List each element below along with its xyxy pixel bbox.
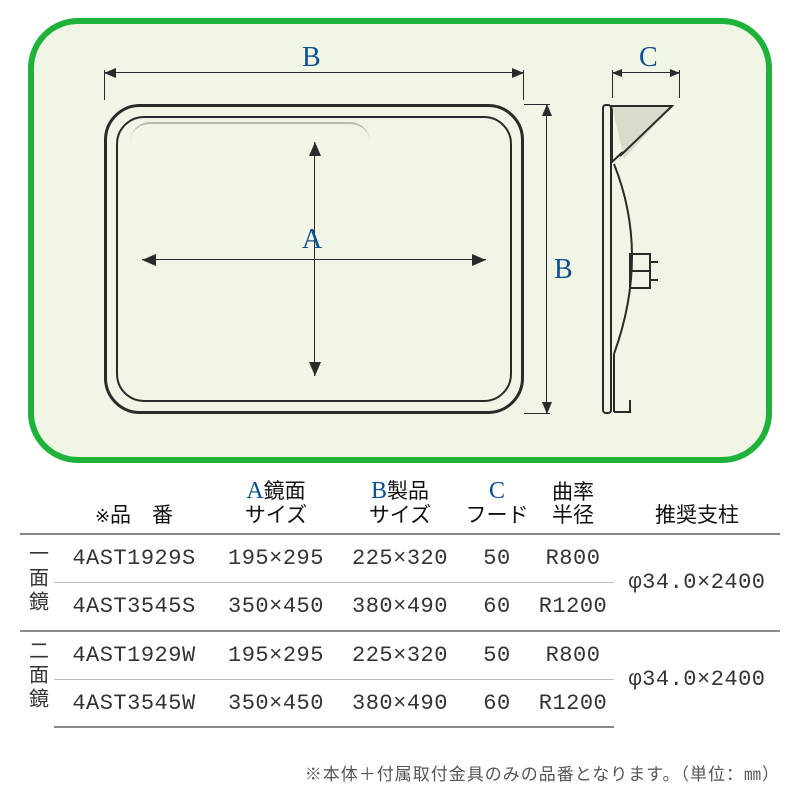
cell-b: 380×490	[338, 679, 462, 727]
header-r: 曲率 半径	[532, 481, 614, 527]
group-label: 一面鏡	[23, 543, 52, 615]
cell-b: 225×320	[338, 534, 462, 583]
table-header-row: ※品 番 A鏡面 サイズ B製品 サイズ Cフード 曲率 半径 推奨支柱	[20, 478, 780, 533]
cell-r: R800	[532, 534, 614, 583]
side-view	[602, 104, 722, 414]
cell-post: φ34.0×2400	[614, 631, 780, 727]
header-part: ※品 番	[54, 504, 214, 527]
dim-label-c: C	[639, 42, 658, 74]
cell-c: 60	[462, 679, 532, 727]
cell-b: 225×320	[338, 631, 462, 679]
dim-label-b-right: B	[554, 254, 573, 286]
cell-part: 4AST1929S	[54, 534, 214, 583]
dim-label-b-top: B	[302, 42, 321, 74]
spec-table-area: ※品 番 A鏡面 サイズ B製品 サイズ Cフード 曲率 半径 推奨支柱 一面鏡…	[20, 478, 780, 728]
cell-c: 60	[462, 583, 532, 632]
cell-a: 195×295	[214, 534, 338, 583]
cell-part: 4AST3545W	[54, 679, 214, 727]
footnote: ※本体＋付属取付金具のみの品番となります。（単位：㎜）	[305, 760, 780, 785]
group-label: 二面鏡	[23, 640, 52, 712]
cell-c: 50	[462, 631, 532, 679]
cell-b: 380×490	[338, 583, 462, 632]
cell-a: 350×450	[214, 679, 338, 727]
cell-part: 4AST1929W	[54, 631, 214, 679]
header-post: 推奨支柱	[614, 504, 780, 527]
cell-r: R1200	[532, 583, 614, 632]
side-profile	[602, 104, 722, 414]
cell-post: φ34.0×2400	[614, 534, 780, 631]
cell-a: 350×450	[214, 583, 338, 632]
header-b: B製品 サイズ	[338, 478, 462, 527]
header-a: A鏡面 サイズ	[214, 478, 338, 527]
cell-r: R1200	[532, 679, 614, 727]
header-c: Cフード	[462, 478, 532, 527]
cell-a: 195×295	[214, 631, 338, 679]
table-row: 一面鏡 4AST1929S 195×295 225×320 50 R800 φ3…	[20, 534, 780, 583]
diagram-panel: B B C A	[28, 18, 772, 463]
cell-c: 50	[462, 534, 532, 583]
cell-r: R800	[532, 631, 614, 679]
spec-table: 一面鏡 4AST1929S 195×295 225×320 50 R800 φ3…	[20, 533, 780, 728]
cell-part: 4AST3545S	[54, 583, 214, 632]
table-row: 二面鏡 4AST1929W 195×295 225×320 50 R800 φ3…	[20, 631, 780, 679]
dim-label-a: A	[302, 224, 322, 256]
front-view: A	[104, 104, 524, 414]
